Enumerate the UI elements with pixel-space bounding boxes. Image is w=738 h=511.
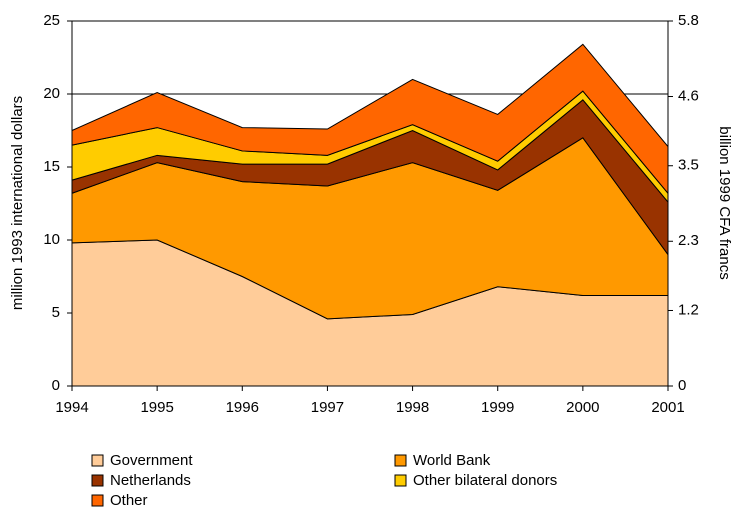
legend-swatch [91, 494, 104, 507]
y2-tick-label: 0 [678, 377, 686, 394]
y2-axis-title: billion 1999 CFA francs [716, 126, 733, 279]
y-tick-label: 20 [43, 85, 60, 102]
y-tick-label: 10 [43, 231, 60, 248]
legend-swatch [394, 454, 407, 467]
x-tick-label: 1997 [311, 399, 344, 416]
x-tick-label: 2000 [566, 399, 599, 416]
legend-label: Other bilateral donors [413, 472, 557, 489]
legend-swatch [91, 454, 104, 467]
y2-tick-label: 2.3 [678, 232, 699, 249]
legend-label: World Bank [413, 452, 491, 469]
y-axis-title: million 1993 international dollars [9, 96, 26, 310]
y-tick-label: 15 [43, 158, 60, 175]
x-tick-label: 1994 [55, 399, 88, 416]
y-tick-label: 25 [43, 12, 60, 29]
y-tick-label: 0 [52, 377, 60, 394]
y2-tick-label: 1.2 [678, 301, 699, 318]
x-tick-label: 2001 [651, 399, 684, 416]
legend-label: Government [110, 452, 193, 469]
y-tick-label: 5 [52, 304, 60, 321]
y2-tick-label: 5.8 [678, 12, 699, 29]
x-tick-label: 1996 [226, 399, 259, 416]
legend-label: Netherlands [110, 472, 191, 489]
y2-tick-label: 3.5 [678, 157, 699, 174]
legend-swatch [91, 474, 104, 487]
x-tick-label: 1999 [481, 399, 514, 416]
x-tick-label: 1998 [396, 399, 429, 416]
x-tick-label: 1995 [140, 399, 173, 416]
y2-tick-label: 4.6 [678, 87, 699, 104]
legend-label: Other [110, 492, 148, 509]
legend-swatch [394, 474, 407, 487]
